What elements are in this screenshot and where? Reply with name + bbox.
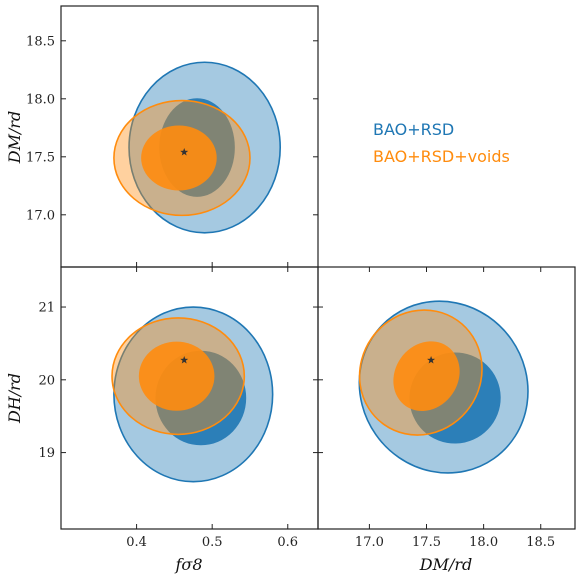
legend-entry-bao-rsd-voids: BAO+RSD+voids (373, 147, 510, 166)
fiducial-star-marker (180, 147, 189, 156)
y-tick-label: 21 (38, 301, 55, 316)
x-tick-label: 0.4 (126, 535, 147, 550)
x-tick-label: 0.6 (277, 535, 298, 550)
x-tick-label: 18.0 (469, 535, 498, 550)
bao-rsd-voids-68-contour (138, 341, 215, 411)
y-tick-label: 18.0 (26, 92, 55, 107)
bao-rsd-voids-68-contour (141, 125, 217, 191)
panel-contours-1 (113, 61, 282, 234)
plot-layer: 17.0 17.5 18.0 18.5 19 20 21 0.4 0.5 0.6 17.0 17.5 1… (26, 34, 555, 550)
x-tick-label: 18.5 (526, 535, 555, 550)
panel-contours-3 (358, 300, 529, 474)
y-tick-label: 17.5 (26, 150, 55, 165)
xlabel-fsigma8: fσ8 (174, 555, 202, 574)
xlabel-dm: DM/rd (419, 555, 473, 574)
y-tick-label: 18.5 (26, 34, 55, 49)
legend-entry-bao-rsd: BAO+RSD (373, 120, 454, 139)
panel-frame-bottom-right (317, 266, 576, 530)
ylabel-dm: DM/rd (5, 111, 24, 165)
fiducial-star-marker (427, 355, 436, 364)
y-tick-label: 19 (38, 446, 55, 461)
fiducial-star-marker (180, 355, 189, 364)
y-tick-label: 17.0 (26, 208, 55, 223)
x-tick-label: 17.0 (355, 535, 384, 550)
y-tick-label: 20 (38, 373, 55, 388)
bao-rsd-voids-68-contour (393, 341, 460, 411)
ylabel-dh: DH/rd (5, 373, 24, 424)
x-tick-label: 0.5 (202, 535, 223, 550)
panel-contours-2 (111, 306, 274, 483)
legend: BAO+RSD BAO+RSD+voids (373, 120, 510, 166)
x-tick-label: 17.5 (412, 535, 441, 550)
